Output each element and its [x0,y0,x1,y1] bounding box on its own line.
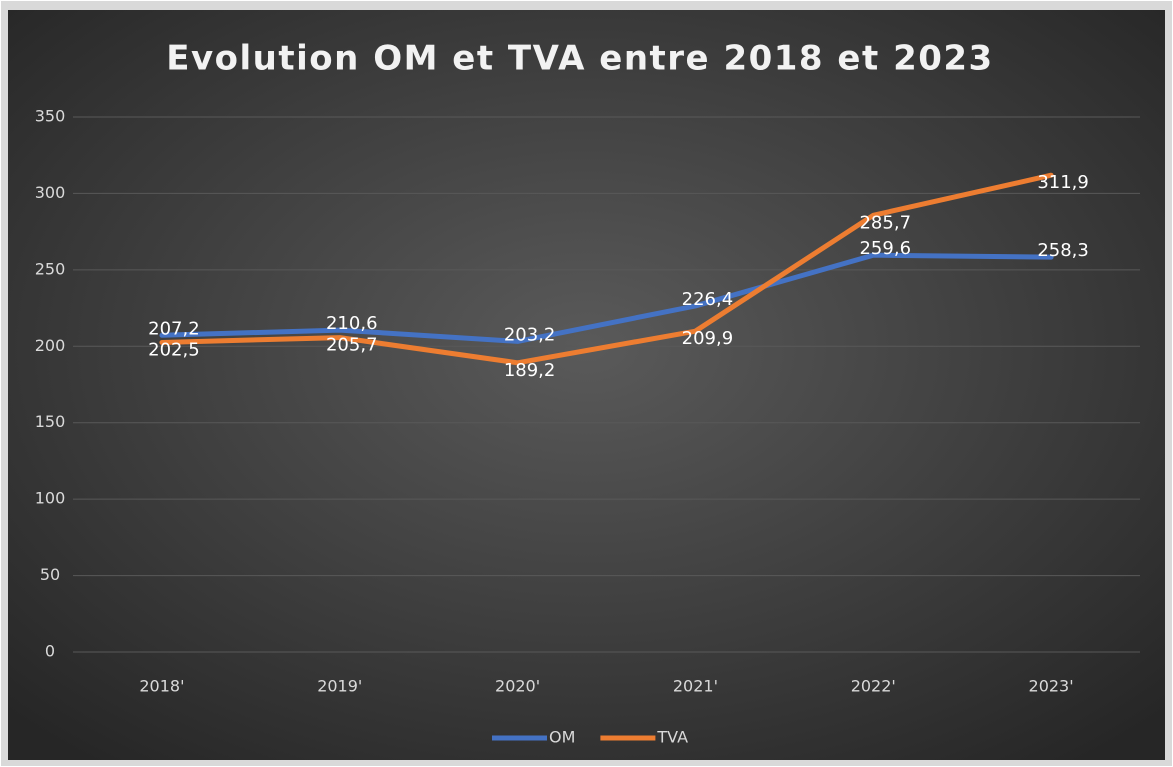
data-label: 285,7 [859,212,911,233]
y-tick-label: 300 [35,183,66,202]
data-label: 189,2 [504,360,556,381]
y-tick-label: 350 [35,107,66,126]
x-tick-label: 2019' [317,677,362,696]
line-series [159,172,1054,366]
y-tick-label: 200 [35,336,66,355]
chart-title: Evolution OM et TVA entre 2018 et 2023 [166,39,993,79]
y-tick-label: 150 [35,412,66,431]
legend-label: OM [549,728,575,747]
data-label: 311,9 [1037,172,1089,193]
x-tick-label: 2018' [139,677,184,696]
data-label: 202,5 [148,339,200,360]
y-tick-label: 50 [40,565,60,584]
data-label: 258,3 [1037,240,1089,261]
x-tick-label: 2021' [673,677,718,696]
data-label: 203,2 [504,324,556,345]
legend-label: TVA [656,728,688,747]
y-tick-label: 0 [45,642,55,661]
line-series [159,252,1054,344]
x-tick-label: 2020' [495,677,540,696]
data-label: 207,2 [148,318,200,339]
y-tick-label: 100 [35,489,66,508]
data-label: 209,9 [682,328,734,349]
data-label: 259,6 [859,238,911,259]
data-label: 226,4 [682,289,734,310]
chart-background [8,10,1165,760]
x-tick-label: 2023' [1029,677,1074,696]
y-tick-label: 250 [35,259,66,278]
data-label: 210,6 [326,313,378,334]
data-label: 205,7 [326,335,378,356]
x-tick-label: 2022' [851,677,896,696]
